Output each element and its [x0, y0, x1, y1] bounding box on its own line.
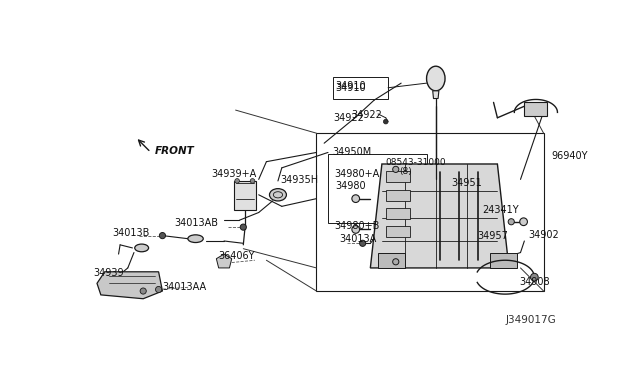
Circle shape — [393, 166, 399, 173]
Text: 08543-31000: 08543-31000 — [386, 158, 446, 167]
Circle shape — [383, 119, 388, 124]
Text: 34939+A: 34939+A — [211, 169, 256, 179]
Polygon shape — [433, 91, 439, 99]
Circle shape — [235, 179, 239, 183]
Polygon shape — [490, 253, 516, 268]
Bar — [386, 190, 410, 201]
Ellipse shape — [269, 189, 287, 201]
Circle shape — [360, 240, 365, 246]
Text: 34980+A: 34980+A — [334, 169, 380, 179]
Text: 34957: 34957 — [477, 231, 508, 241]
Text: 36406Y: 36406Y — [219, 251, 255, 261]
Text: 34951: 34951 — [451, 178, 482, 188]
Text: 34013AA: 34013AA — [163, 282, 207, 292]
Text: 34935H: 34935H — [280, 175, 318, 185]
Circle shape — [520, 218, 527, 225]
Polygon shape — [378, 253, 405, 268]
Text: 96940Y: 96940Y — [551, 151, 588, 161]
Text: 34013A: 34013A — [340, 234, 377, 244]
Text: 34013AB: 34013AB — [174, 218, 218, 228]
Circle shape — [393, 259, 399, 265]
Text: (8): (8) — [399, 167, 412, 176]
Bar — [328, 154, 427, 223]
Ellipse shape — [135, 244, 148, 252]
Bar — [386, 208, 410, 219]
Circle shape — [531, 273, 538, 281]
Polygon shape — [97, 272, 163, 299]
Circle shape — [352, 225, 360, 233]
Ellipse shape — [426, 66, 445, 91]
Text: 34939: 34939 — [93, 267, 124, 278]
Text: 34922: 34922 — [351, 110, 382, 121]
Circle shape — [352, 195, 360, 202]
Text: 24341Y: 24341Y — [482, 205, 518, 215]
Circle shape — [250, 179, 255, 183]
Bar — [386, 226, 410, 237]
Bar — [524, 102, 547, 116]
Text: 34908: 34908 — [519, 277, 550, 287]
Ellipse shape — [188, 235, 204, 243]
Circle shape — [508, 219, 515, 225]
Bar — [234, 181, 255, 210]
Text: FRONT: FRONT — [155, 146, 195, 156]
Bar — [386, 171, 410, 182]
Circle shape — [156, 286, 162, 293]
Bar — [316, 133, 543, 291]
Polygon shape — [371, 164, 509, 268]
Bar — [333, 77, 388, 99]
Text: 34013B: 34013B — [113, 228, 150, 238]
Circle shape — [240, 224, 246, 230]
Circle shape — [159, 232, 166, 239]
Text: 34910: 34910 — [335, 81, 365, 91]
Text: 34910: 34910 — [335, 83, 365, 93]
Text: J349017G: J349017G — [505, 315, 556, 324]
Text: 34980: 34980 — [336, 180, 366, 190]
Text: 34980+B: 34980+B — [334, 221, 380, 231]
Polygon shape — [216, 254, 232, 268]
Text: 34902: 34902 — [528, 230, 559, 240]
Text: 34950M: 34950M — [332, 147, 371, 157]
Circle shape — [140, 288, 147, 294]
Text: 34922: 34922 — [333, 113, 364, 123]
